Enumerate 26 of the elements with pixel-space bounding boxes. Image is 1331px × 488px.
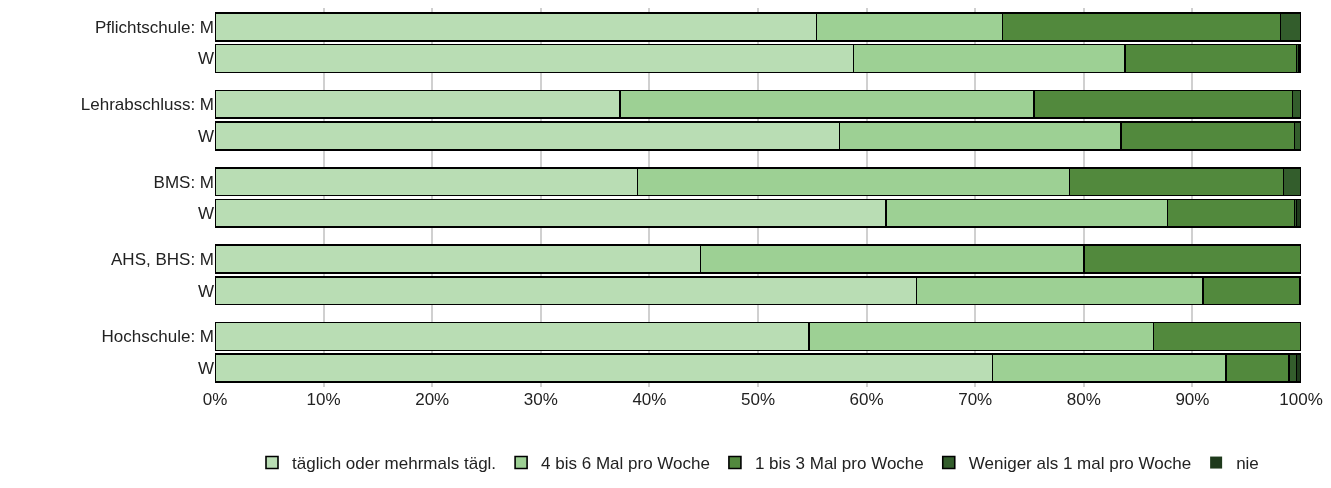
y-tick-label: Pflichtschule: M bbox=[94, 17, 214, 37]
y-tick-label: W bbox=[197, 281, 214, 301]
y-tick-label: W bbox=[197, 49, 214, 69]
y-tick-label: Lehrabschluss: M bbox=[80, 95, 214, 115]
x-tick-label: 40% bbox=[632, 390, 667, 409]
legend-label: Weniger als 1 mal pro Woche bbox=[968, 454, 1192, 474]
legend-label: 4 bis 6 Mal pro Woche bbox=[541, 454, 710, 474]
x-tick-label: 30% bbox=[523, 390, 558, 409]
legend-label: täglich oder mehrmals tägl. bbox=[292, 454, 497, 474]
legend-label: 1 bis 3 Mal pro Woche bbox=[754, 454, 924, 474]
y-tick-label: W bbox=[197, 126, 214, 146]
x-tick-label: 0% bbox=[202, 390, 228, 409]
y-tick-label: BMS: M bbox=[153, 172, 214, 192]
legend-label: nie bbox=[1236, 454, 1259, 474]
y-tick-label: AHS, BHS: M bbox=[111, 250, 214, 270]
x-tick-label: 20% bbox=[415, 390, 450, 409]
x-tick-label: 80% bbox=[1066, 390, 1101, 409]
x-tick-label: 50% bbox=[740, 390, 776, 409]
y-tick-label: W bbox=[197, 204, 214, 224]
x-tick-label: 100% bbox=[1279, 390, 1323, 409]
x-tick-label: 60% bbox=[849, 390, 884, 409]
y-tick-label: W bbox=[197, 359, 214, 378]
x-tick-label: 70% bbox=[958, 390, 993, 409]
x-tick-label: 10% bbox=[306, 390, 341, 409]
y-tick-label: Hochschule: M bbox=[101, 327, 214, 347]
x-tick-label: 90% bbox=[1175, 390, 1210, 409]
